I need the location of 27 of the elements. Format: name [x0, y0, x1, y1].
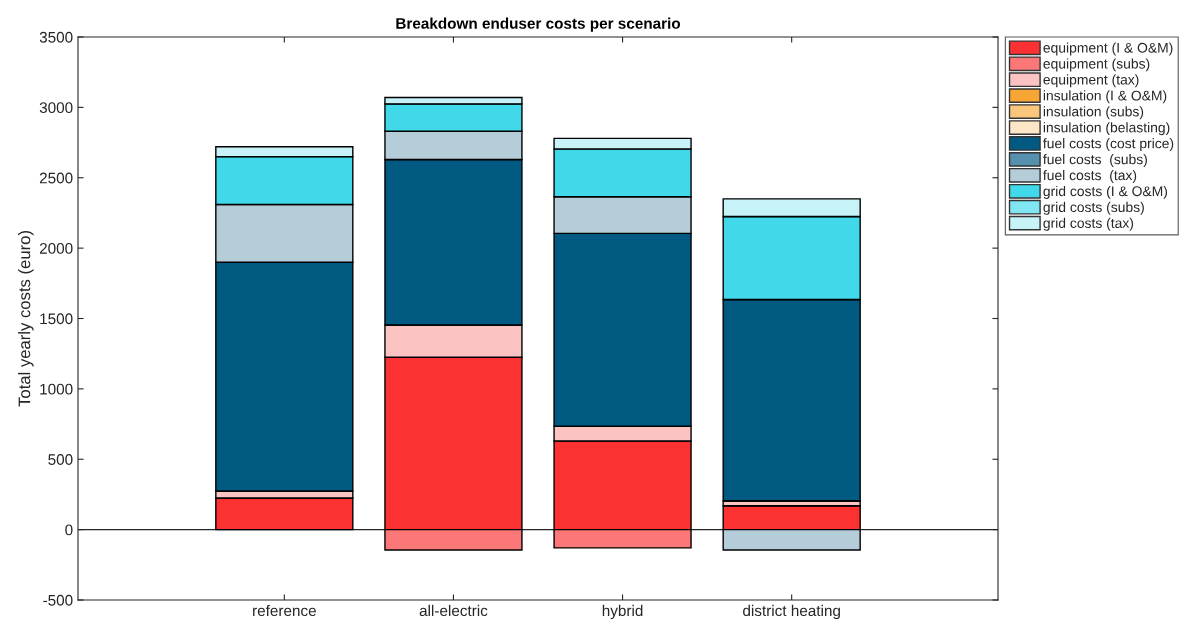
x-tick-label: reference — [253, 604, 316, 617]
legend-label: insulation (subs) — [1043, 106, 1144, 120]
legend-label: grid costs (tax) — [1043, 217, 1134, 231]
y-tick-label: 0 — [65, 524, 73, 536]
y-tick-label: 1500 — [40, 313, 73, 325]
legend-label: fuel costs (tax) — [1043, 169, 1137, 183]
y-tick-label: 3500 — [39, 31, 73, 43]
legend-label: fuel costs (cost price) — [1043, 138, 1174, 152]
x-tick-label: district heating — [743, 604, 840, 620]
y-tick-label: 3000 — [39, 102, 73, 114]
y-tick-label: 1000 — [40, 383, 73, 395]
legend-label: equipment (tax) — [1043, 74, 1139, 88]
x-tick-label: hybrid — [602, 604, 643, 620]
legend-label: grid costs (I & O&M) — [1043, 185, 1168, 199]
legend-label: insulation (I & O&M) — [1043, 90, 1167, 104]
y-tick-label: 2500 — [39, 172, 73, 184]
chart-title: Breakdown enduser costs per scenario — [396, 17, 681, 32]
legend-label: equipment (I & O&M) — [1043, 42, 1173, 56]
x-tick-label: all-electric — [419, 604, 488, 617]
y-tick-label: 500 — [48, 454, 73, 465]
y-axis-title: Total yearly costs (euro) — [18, 231, 34, 407]
legend-label: grid costs (subs) — [1043, 201, 1144, 215]
legend-label: equipment (subs) — [1043, 58, 1150, 72]
legend-label: fuel costs (subs) — [1043, 154, 1147, 167]
y-tick-label: -500 — [43, 594, 73, 606]
y-tick-label: 2000 — [39, 242, 73, 254]
legend-label: insulation (belasting) — [1043, 122, 1170, 136]
